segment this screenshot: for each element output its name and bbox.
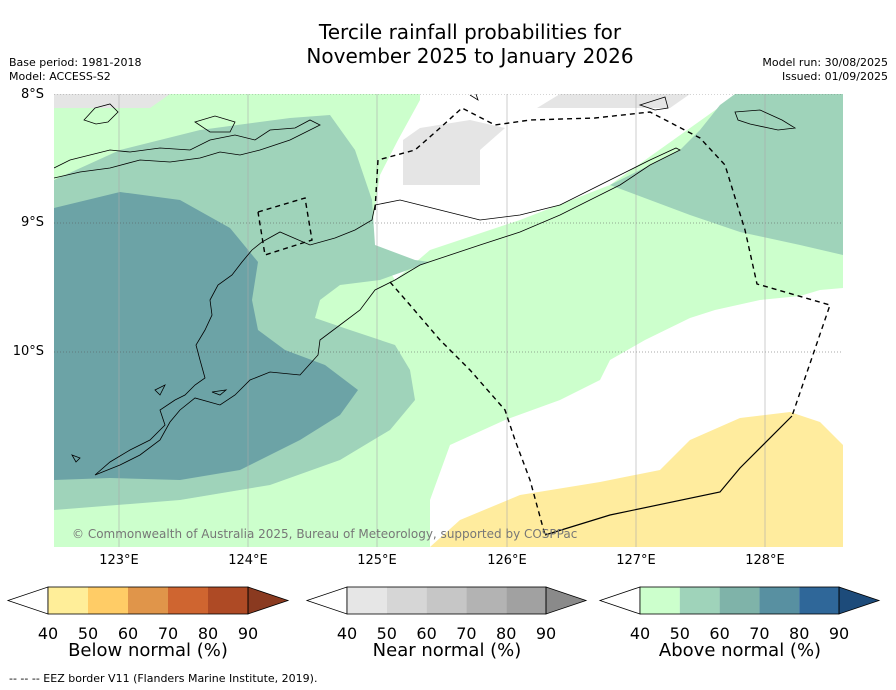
lon-label-125e: 125°E (357, 553, 397, 568)
coastlines (54, 94, 797, 476)
colorbar-tick-label: 60 (416, 624, 437, 643)
copyright-notice: © Commonwealth of Australia 2025, Bureau… (72, 527, 577, 541)
colorbar-extend-low (305, 586, 348, 615)
meta-left: Base period: 1981-2018 Model: ACCESS-S2 (9, 56, 141, 84)
colorbar-segment (466, 587, 507, 614)
colorbar-tick-label: 80 (789, 624, 810, 643)
colorbar-tick-label: 50 (376, 624, 397, 643)
colorbar-segment (208, 587, 248, 614)
title-line-1: Tercile rainfall probabilities for (318, 20, 622, 44)
near-50-region-3 (537, 94, 690, 108)
colorbar-tick-label: 50 (669, 624, 690, 643)
above-60-region-east (610, 94, 843, 255)
lon-label-123e: 123°E (99, 553, 139, 568)
colorbar-tick-label: 50 (77, 624, 99, 643)
colorbar-tick-label: 60 (709, 624, 730, 643)
above-70-region (54, 192, 358, 480)
lon-label-124e: 124°E (228, 553, 268, 568)
colorbar-tick-label: 90 (828, 624, 850, 643)
colorbar-outline (639, 586, 840, 615)
title-line-2: November 2025 to January 2026 (306, 44, 634, 68)
colorbar-segment (679, 587, 720, 614)
colorbar-near (305, 586, 588, 615)
colorbar-tick-label: 70 (456, 624, 477, 643)
graticule (54, 94, 843, 547)
probability-map: © Commonwealth of Australia 2025, Bureau… (54, 94, 843, 547)
colorbar-outline (47, 586, 249, 615)
base-period-label: Base period: 1981-2018 (9, 56, 142, 69)
colorbar-above-title: Above normal (%) (658, 640, 822, 661)
colorbar-segment (426, 587, 467, 614)
below-50-region (430, 412, 843, 547)
lat-label-9s: 9°S (20, 215, 44, 230)
eez-footnote: -- -- -- EEZ border V11 (Flanders Marine… (9, 672, 318, 685)
colorbar-extend-low (598, 586, 641, 615)
colorbar-segment (88, 587, 128, 614)
colorbar-tick-label: 40 (336, 624, 358, 643)
colorbar-tick-label: 80 (197, 624, 219, 643)
colorbar-tick-label: 40 (37, 624, 59, 643)
lat-label-8s: 8°S (20, 87, 44, 102)
colorbar-tick-label: 70 (749, 624, 770, 643)
colorbar-tick-label: 60 (117, 624, 139, 643)
colorbar-segment (48, 587, 88, 614)
colorbar-extend-high (838, 586, 881, 615)
colorbar-tick-label: 90 (237, 624, 259, 643)
model-label: Model: ACCESS-S2 (9, 70, 111, 83)
colorbar-extend-low (6, 586, 49, 615)
colorbar-segment (799, 587, 839, 614)
colorbar-extend-high (247, 586, 290, 615)
near-50-region-2 (54, 94, 170, 108)
colorbar-near-title: Near normal (%) (372, 640, 522, 661)
colorbar-tick-label: 40 (629, 624, 651, 643)
eez-solid-segment (544, 415, 793, 536)
colorbar-segment (168, 587, 208, 614)
colorbar-outline (346, 586, 547, 615)
colorbar-tick-label: 80 (496, 624, 517, 643)
colorbar-segment (759, 587, 800, 614)
colorbar-tick-label: 70 (157, 624, 179, 643)
colorbar-segment (640, 587, 680, 614)
colorbar-segment (128, 587, 168, 614)
meta-right: Model run: 30/08/2025 Issued: 01/09/2025 (762, 56, 888, 84)
colorbar-above (598, 586, 881, 615)
lon-label-128e: 128°E (745, 553, 785, 568)
colorbar-segment (347, 587, 387, 614)
lon-label-127e: 127°E (616, 553, 656, 568)
colorbar-below (6, 586, 290, 615)
lat-label-10s: 10°S (12, 344, 44, 359)
colorbars (6, 586, 881, 615)
colorbar-segment (506, 587, 546, 614)
colorbar-segment (386, 587, 427, 614)
colorbar-tick-label: 90 (535, 624, 557, 643)
lon-label-126e: 126°E (487, 553, 527, 568)
issued-label: Issued: 01/09/2025 (781, 70, 888, 83)
model-run-label: Model run: 30/08/2025 (762, 56, 888, 69)
colorbar-extend-high (545, 586, 588, 615)
near-50-region-1 (403, 120, 505, 185)
map-title: Tercile rainfall probabilities for Novem… (0, 20, 896, 68)
eez-border (257, 107, 831, 536)
colorbar-segment (719, 587, 760, 614)
colorbar-below-title: Below normal (%) (68, 640, 228, 661)
